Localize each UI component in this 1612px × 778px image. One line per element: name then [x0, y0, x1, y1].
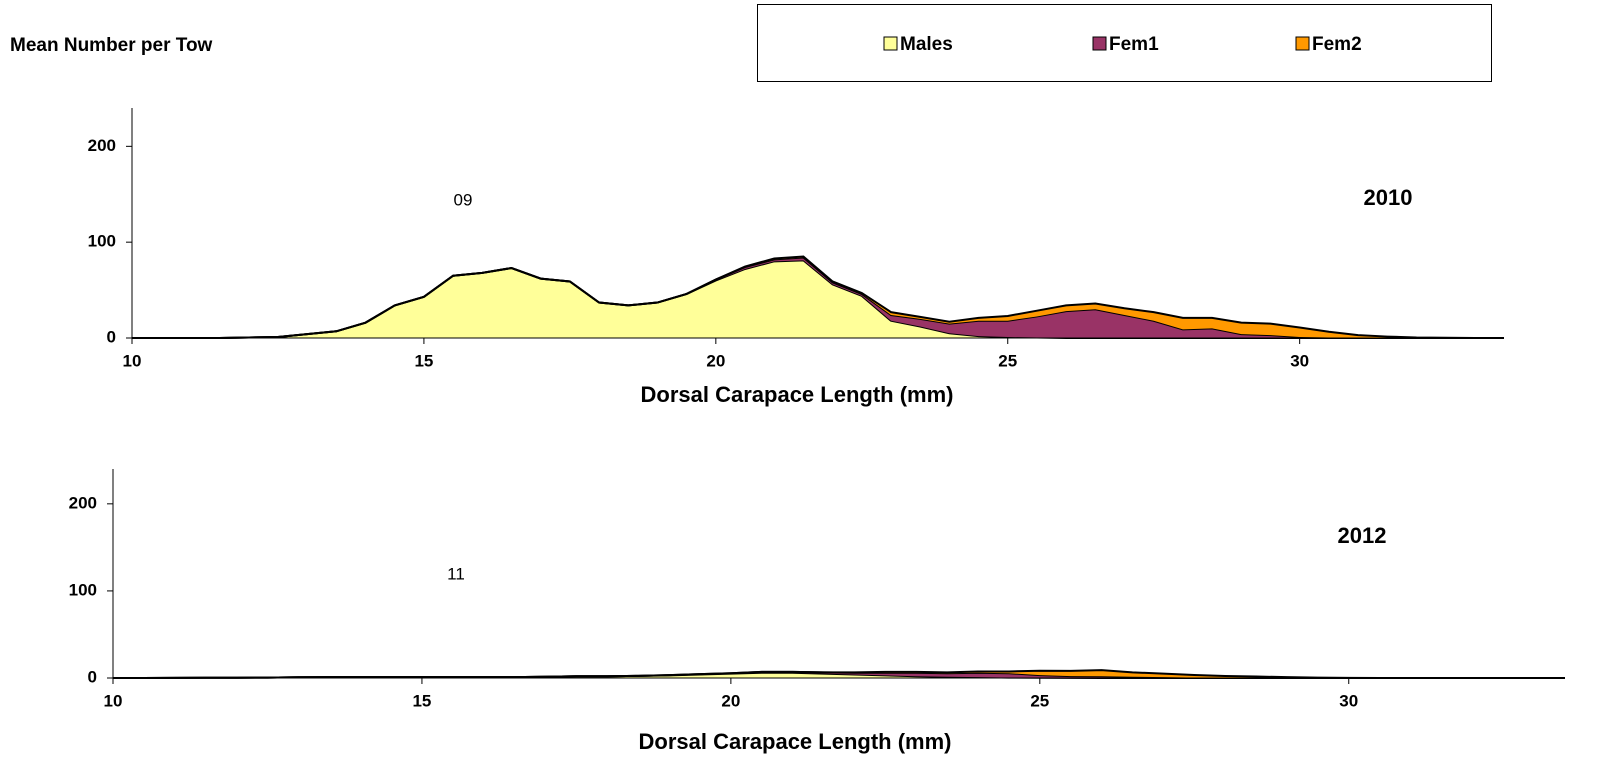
y-tick-label: 0: [88, 667, 97, 686]
x-axis-label: Dorsal Carapace Length (mm): [641, 382, 954, 407]
x-tick-label: 30: [1290, 351, 1309, 370]
x-tick-label: 15: [414, 351, 433, 370]
x-tick-label: 25: [1030, 691, 1049, 710]
y-tick-label: 100: [69, 580, 97, 599]
x-tick-label: 10: [123, 351, 142, 370]
x-axis-label: Dorsal Carapace Length (mm): [639, 729, 952, 754]
y-tick-label: 200: [88, 136, 116, 155]
legend-swatch: [1092, 36, 1107, 51]
legend-label: Fem2: [1312, 34, 1362, 55]
annotation: 09: [454, 190, 473, 209]
year-label: 2010: [1364, 185, 1413, 210]
x-tick-label: 10: [104, 691, 123, 710]
area: [113, 672, 1565, 678]
area: [132, 260, 1504, 338]
x-tick-label: 25: [998, 351, 1017, 370]
legend-swatch: [883, 36, 898, 51]
legend-swatch: [1295, 36, 1310, 51]
annotation: 11: [447, 564, 465, 583]
y-tick-label: 200: [69, 493, 97, 512]
x-tick-label: 20: [706, 351, 725, 370]
x-tick-label: 15: [412, 691, 431, 710]
y-tick-label: 0: [107, 327, 116, 346]
area: [132, 256, 1504, 338]
x-tick-label: 20: [721, 691, 740, 710]
legend-box: [757, 4, 1492, 82]
y-tick-label: 100: [88, 232, 116, 251]
year-label: 2012: [1338, 523, 1387, 548]
chart-title: Mean Number per Tow: [10, 35, 213, 56]
legend-label: Males: [900, 34, 953, 55]
area-outline: [132, 255, 1504, 339]
x-tick-label: 30: [1339, 691, 1358, 710]
legend-label: Fem1: [1109, 34, 1159, 55]
